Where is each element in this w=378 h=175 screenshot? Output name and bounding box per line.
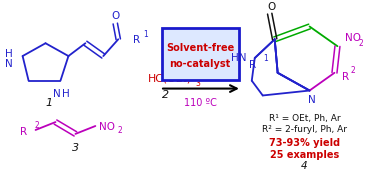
- Text: 110 ºC: 110 ºC: [184, 98, 216, 108]
- Text: H: H: [62, 89, 70, 99]
- Text: R¹ = OEt, Ph, Ar: R¹ = OEt, Ph, Ar: [269, 114, 340, 123]
- Text: NO: NO: [99, 122, 115, 132]
- Text: HN: HN: [231, 53, 247, 63]
- Text: 1: 1: [263, 54, 268, 62]
- Text: 2: 2: [359, 39, 364, 48]
- Text: R² = 2-furyl, Ph, Ar: R² = 2-furyl, Ph, Ar: [262, 125, 347, 134]
- Text: R: R: [249, 60, 256, 70]
- Text: 2: 2: [161, 90, 169, 100]
- Text: N: N: [5, 59, 12, 69]
- Text: N: N: [308, 95, 315, 105]
- Text: Solvent-free: Solvent-free: [166, 43, 234, 53]
- Text: R: R: [133, 35, 140, 45]
- Text: 2: 2: [34, 121, 39, 130]
- Text: H: H: [5, 49, 12, 59]
- Text: 1: 1: [143, 30, 147, 39]
- Text: O: O: [111, 11, 119, 21]
- Text: N: N: [53, 89, 60, 99]
- Text: 2: 2: [117, 127, 122, 135]
- Text: O: O: [268, 2, 276, 12]
- Text: 2: 2: [350, 66, 355, 75]
- Text: R: R: [20, 127, 28, 137]
- Text: 3: 3: [195, 79, 200, 88]
- Text: 25 examples: 25 examples: [270, 150, 339, 160]
- Text: 1: 1: [45, 98, 52, 108]
- Text: 73-93% yield: 73-93% yield: [269, 138, 340, 148]
- Text: HC(OEt): HC(OEt): [148, 74, 192, 84]
- Text: 4: 4: [301, 161, 308, 171]
- Text: R: R: [342, 72, 350, 82]
- Text: 3: 3: [72, 143, 79, 153]
- Text: no-catalyst: no-catalyst: [169, 59, 231, 69]
- FancyBboxPatch shape: [162, 29, 239, 80]
- Text: NO: NO: [345, 33, 361, 43]
